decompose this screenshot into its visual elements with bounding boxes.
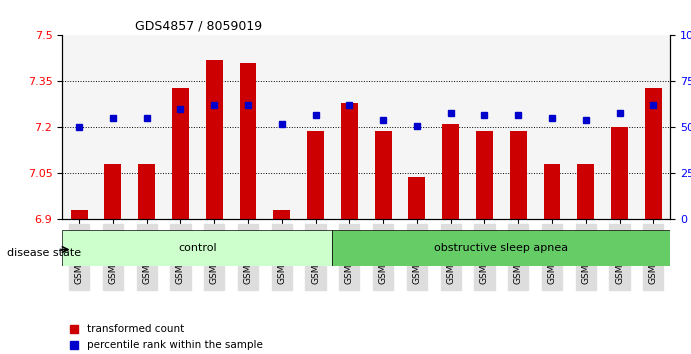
FancyBboxPatch shape (62, 230, 332, 266)
Bar (645, 87, 662, 219)
Bar (375, 131, 392, 219)
Text: disease state: disease state (7, 248, 81, 258)
Bar (408, 177, 426, 219)
Bar (341, 103, 358, 219)
Bar (104, 164, 122, 219)
Text: transformed count: transformed count (86, 324, 184, 334)
Text: GDS4857 / 8059019: GDS4857 / 8059019 (135, 20, 263, 33)
Bar (442, 124, 459, 219)
Bar (544, 164, 560, 219)
FancyBboxPatch shape (332, 230, 670, 266)
Bar (510, 131, 527, 219)
Text: control: control (178, 243, 217, 253)
Bar (240, 63, 256, 219)
Bar (206, 60, 223, 219)
Bar (611, 127, 628, 219)
Bar (172, 87, 189, 219)
Bar (70, 210, 88, 219)
Bar (476, 131, 493, 219)
Bar (307, 131, 324, 219)
Bar (138, 164, 155, 219)
Bar (578, 164, 594, 219)
Text: obstructive sleep apnea: obstructive sleep apnea (435, 243, 569, 253)
Bar (274, 210, 290, 219)
Text: percentile rank within the sample: percentile rank within the sample (86, 340, 263, 350)
